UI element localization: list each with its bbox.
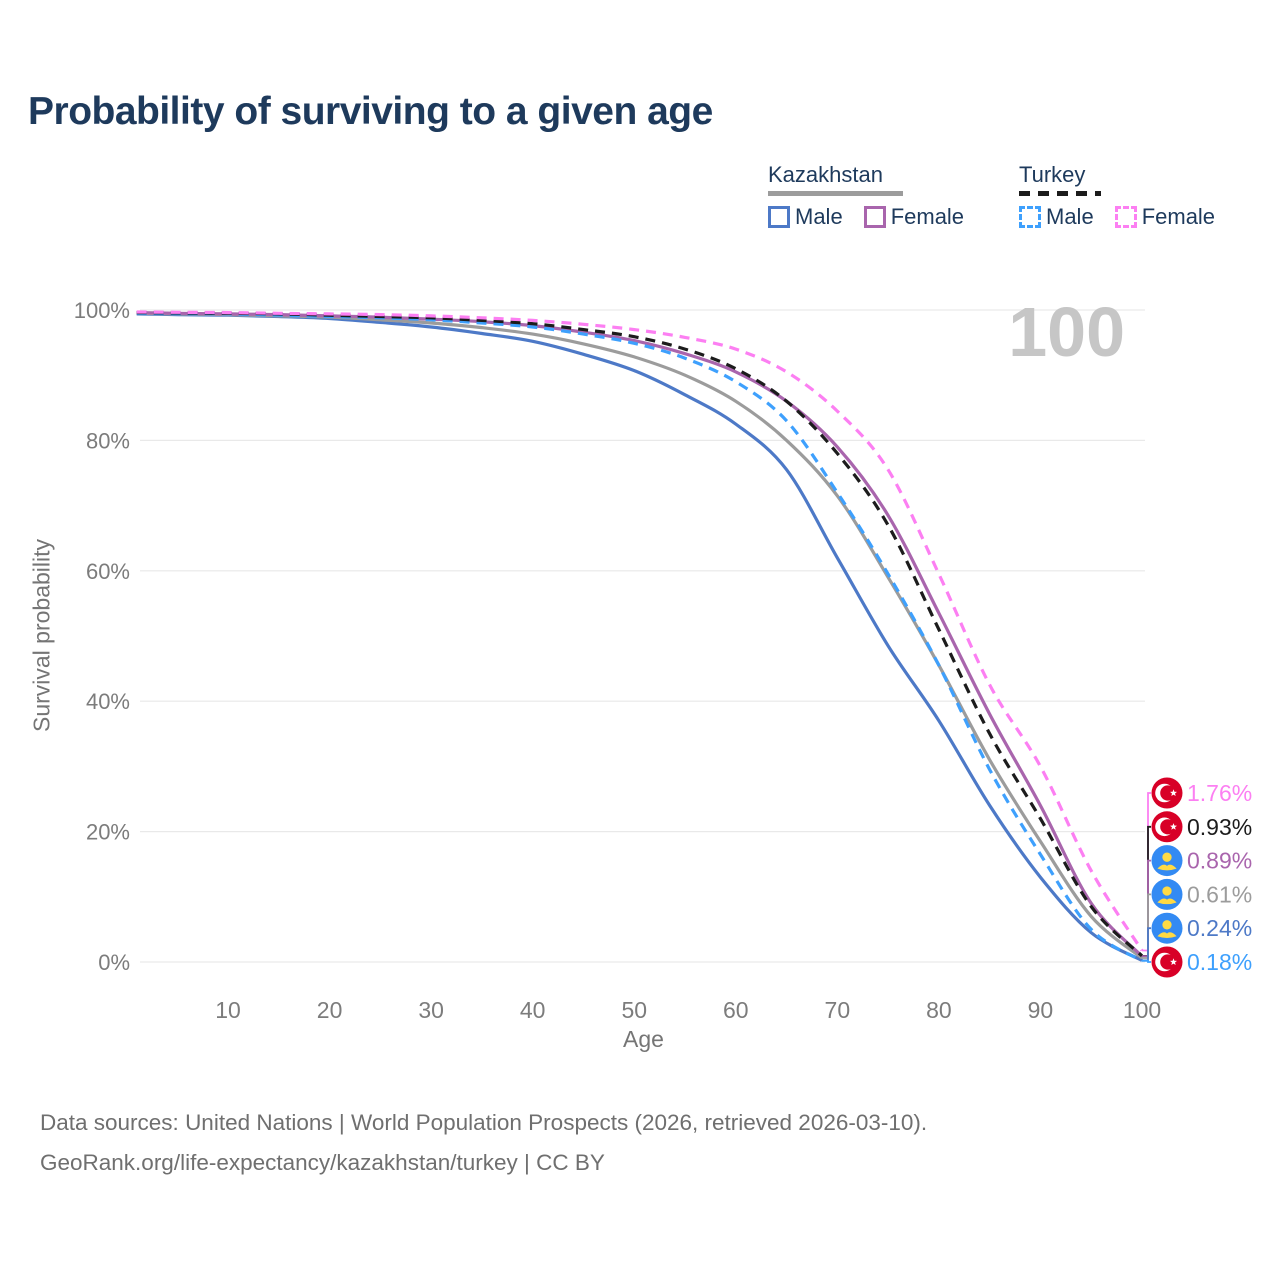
x-tick-label: 50 [621, 997, 647, 1023]
swatch-turkey-female-icon [1114, 206, 1137, 228]
end-connector-turkey-male [1142, 959, 1151, 963]
turkey-flag-icon [1151, 777, 1183, 809]
footer-data-sources: Data sources: United Nations | World Pop… [40, 1110, 928, 1135]
x-axis-title: Age [623, 1026, 664, 1052]
legend-underline-turkey-icon [1019, 191, 1101, 196]
legend-underline-kazakhstan-icon [768, 191, 903, 196]
y-tick-label: 60% [86, 559, 130, 584]
turkey-flag-icon [1151, 811, 1183, 843]
legend-item-turkey-female[interactable]: Female [1114, 204, 1216, 230]
legend-group-kazakhstan: Kazakhstan Male Female [768, 162, 985, 230]
x-tick-label: 60 [723, 997, 749, 1023]
turkey-flag-icon [1151, 946, 1183, 978]
legend-item-kazakhstan-male[interactable]: Male [768, 204, 843, 230]
footer-attribution: GeoRank.org/life-expectancy/kazakhstan/t… [40, 1150, 605, 1175]
kazakhstan-flag-icon [1151, 912, 1183, 944]
age-counter-watermark: 100 [1008, 293, 1125, 371]
end-connector-turkey-total [1142, 825, 1151, 957]
curve-turkey-male[interactable] [136, 311, 1143, 963]
legend-row-kazakhstan: Male Female [768, 204, 985, 230]
end-value-label-kazakhstan-total: 0.61% [1187, 881, 1252, 907]
legend-item-turkey-male[interactable]: Male [1019, 204, 1094, 230]
legend-label-kazakhstan-male: Male [795, 204, 843, 229]
end-value-label-kazakhstan-male: 0.24% [1187, 915, 1252, 941]
y-tick-label: 20% [86, 820, 130, 845]
x-tick-label: 20 [317, 997, 343, 1023]
curve-kazakhstan-male[interactable] [136, 312, 1143, 962]
page-title: Probability of surviving to a given age [28, 90, 713, 133]
swatch-kazakhstan-male-icon [768, 206, 790, 228]
x-tick-label: 30 [418, 997, 444, 1023]
curve-turkey-female[interactable] [136, 310, 1144, 952]
x-tick-label: 70 [825, 997, 851, 1023]
y-tick-label: 80% [86, 428, 130, 453]
end-connector-turkey-female [1142, 792, 1151, 952]
y-tick-label: 0% [98, 950, 130, 975]
legend-group-turkey: Turkey Male Female [1019, 162, 1236, 230]
end-value-label-turkey-total: 0.93% [1187, 814, 1252, 840]
kazakhstan-flag-icon [1151, 845, 1183, 877]
end-connector-kazakhstan-female [1142, 859, 1151, 958]
swatch-turkey-male-icon [1019, 206, 1041, 228]
legend-item-kazakhstan-female[interactable]: Female [863, 204, 965, 230]
curve-kazakhstan-female[interactable] [136, 311, 1144, 958]
curve-kazakhstan-total[interactable] [136, 311, 1144, 960]
end-value-label-turkey-female: 1.76% [1187, 780, 1252, 806]
legend-country-kazakhstan[interactable]: Kazakhstan [768, 162, 883, 187]
y-tick-label: 40% [86, 689, 130, 714]
y-tick-label: 100% [74, 298, 130, 323]
legend-label-kazakhstan-female: Female [890, 204, 965, 229]
legend-row-turkey: Male Female [1019, 204, 1236, 230]
x-tick-label: 40 [520, 997, 546, 1023]
x-tick-label: 90 [1028, 997, 1054, 1023]
legend-label-turkey-female: Female [1141, 204, 1216, 229]
x-tick-label: 10 [215, 997, 241, 1023]
swatch-kazakhstan-female-icon [863, 206, 886, 228]
y-axis-title: Survival probability [28, 538, 55, 733]
end-connector-kazakhstan-total [1142, 893, 1151, 959]
legend-country-turkey[interactable]: Turkey [1019, 162, 1086, 187]
end-value-label-kazakhstan-female: 0.89% [1187, 848, 1252, 874]
x-tick-label: 80 [926, 997, 952, 1023]
kazakhstan-flag-icon [1151, 878, 1183, 910]
end-value-label-turkey-male: 0.18% [1187, 949, 1252, 975]
legend-label-turkey-male: Male [1046, 204, 1094, 229]
x-tick-label: 100 [1123, 997, 1161, 1023]
curve-turkey-total[interactable] [136, 311, 1144, 958]
